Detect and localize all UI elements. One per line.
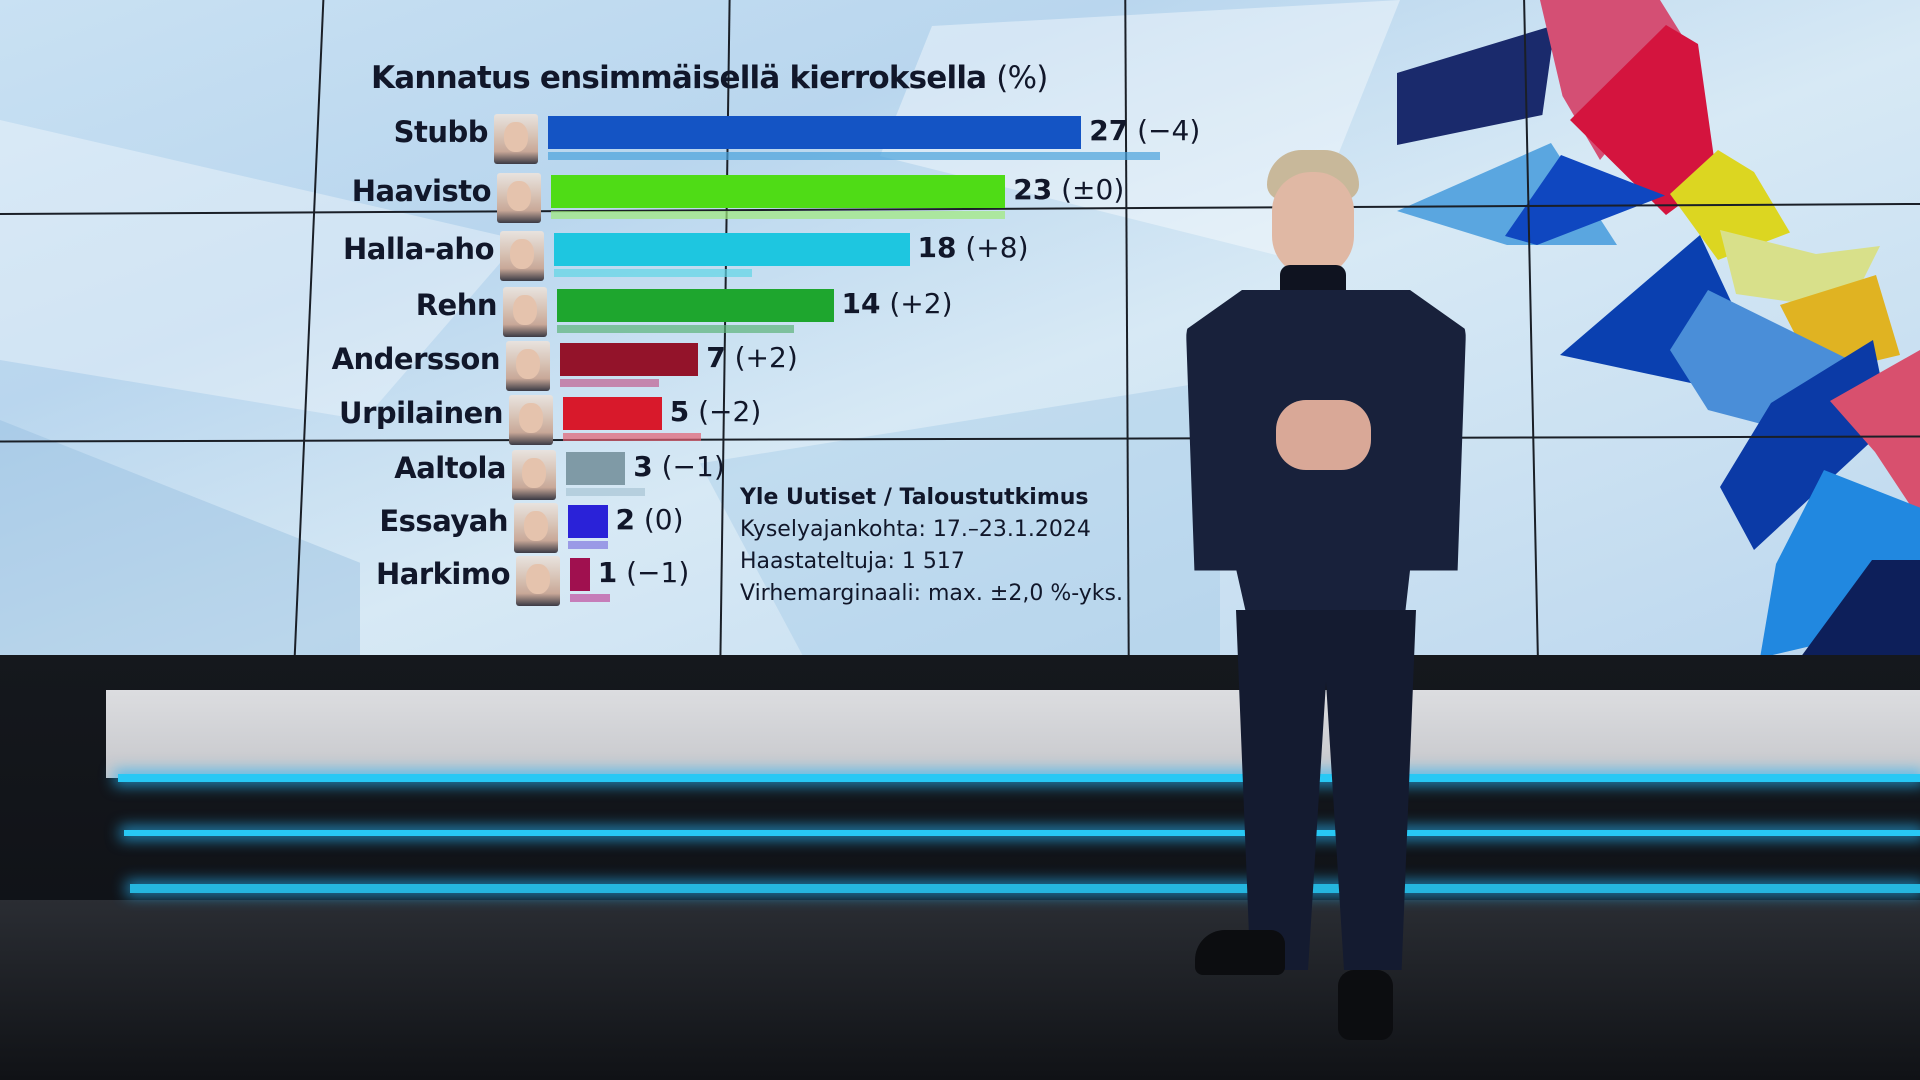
- candidate-portrait: [509, 395, 553, 445]
- candidate-portrait: [516, 556, 560, 606]
- presenter-hands: [1276, 400, 1371, 470]
- support-change: (−1): [617, 556, 690, 589]
- support-value: 3 (−1): [633, 450, 725, 483]
- candidate-name: Urpilainen: [339, 396, 503, 430]
- respondents-count: Haastateltuja: 1 517: [740, 549, 965, 574]
- support-percent: 7: [706, 341, 726, 374]
- candidate-portrait: [494, 114, 538, 164]
- studio-floor: [0, 900, 1920, 1080]
- support-change: (+8): [956, 231, 1029, 264]
- presenter-shoe: [1195, 930, 1285, 975]
- support-value: 14 (+2): [842, 287, 953, 320]
- candidate-name: Rehn: [415, 288, 498, 322]
- candidate-portrait: [497, 173, 541, 223]
- candidate-portrait: [512, 450, 556, 500]
- support-change: (+2): [880, 287, 953, 320]
- support-bar: [560, 343, 699, 376]
- support-percent: 23: [1013, 173, 1053, 206]
- candidate-portrait: [500, 231, 544, 281]
- support-change: (−2): [689, 395, 762, 428]
- previous-support-bar: [551, 211, 1006, 219]
- support-change: (−4): [1128, 114, 1201, 147]
- candidate-name: Harkimo: [375, 557, 511, 591]
- previous-support-bar: [557, 325, 794, 333]
- candidate-name: Halla-aho: [343, 232, 494, 266]
- presenter-shoe: [1338, 970, 1393, 1040]
- support-bar: [551, 175, 1006, 208]
- candidate-portrait: [506, 341, 550, 391]
- previous-support-bar: [560, 379, 659, 387]
- neon-strip: [124, 830, 1920, 836]
- support-value: 7 (+2): [706, 341, 798, 374]
- margin-of-error: Virhemarginaali: max. ±2,0 %-yks.: [740, 581, 1124, 606]
- support-bar: [570, 558, 590, 591]
- support-bar: [563, 397, 662, 430]
- neon-strip: [118, 774, 1920, 782]
- presenter: [1180, 150, 1470, 1050]
- support-percent: 5: [669, 395, 690, 428]
- support-bar: [568, 505, 608, 538]
- presenter-head: [1272, 172, 1354, 277]
- support-change: (+2): [725, 341, 798, 374]
- support-change: (±0): [1052, 173, 1125, 206]
- support-percent: 27: [1089, 114, 1129, 147]
- video-wall: Kannatus ensimmäisellä kierroksella (%) …: [0, 0, 1920, 658]
- support-bar: [554, 233, 910, 266]
- chart-title-unit: (%): [996, 60, 1048, 96]
- studio-riser: [106, 690, 1920, 778]
- support-bar: [566, 452, 626, 485]
- previous-support-bar: [548, 152, 1161, 160]
- bg-facet: [0, 420, 360, 658]
- source-heading: Yle Uutiset / Taloustutkimus: [740, 485, 1089, 510]
- candidate-name: Essayah: [379, 504, 508, 538]
- candidate-name: Andersson: [331, 342, 501, 376]
- candidate-portrait: [514, 503, 558, 553]
- chart-title: Kannatus ensimmäisellä kierroksella (%): [371, 60, 1048, 96]
- previous-support-bar: [568, 541, 608, 549]
- support-value: 23 (±0): [1013, 173, 1124, 206]
- support-value: 18 (+8): [918, 231, 1029, 264]
- decor-navy: [1397, 25, 1555, 145]
- support-value: 1 (−1): [598, 556, 690, 589]
- previous-support-bar: [570, 594, 610, 602]
- support-bar: [548, 116, 1082, 149]
- support-change: (−1): [652, 450, 725, 483]
- previous-support-bar: [563, 433, 702, 441]
- survey-period: Kyselyajankohta: 17.–23.1.2024: [740, 517, 1091, 542]
- source-box: Yle Uutiset / Taloustutkimus Kyselyajank…: [740, 482, 1123, 610]
- support-change: (0): [634, 503, 684, 536]
- chart-title-text: Kannatus ensimmäisellä kierroksella: [371, 60, 987, 96]
- candidate-name: Stubb: [393, 115, 489, 149]
- support-percent: 2: [615, 503, 635, 536]
- support-value: 27 (−4): [1089, 114, 1200, 147]
- previous-support-bar: [554, 269, 752, 277]
- support-value: 2 (0): [616, 503, 684, 536]
- support-percent: 14: [841, 287, 881, 320]
- candidate-name: Haavisto: [351, 174, 492, 208]
- neon-strip: [130, 884, 1920, 893]
- support-percent: 18: [917, 231, 957, 264]
- support-percent: 3: [633, 450, 653, 483]
- presenter-legs: [1236, 610, 1416, 970]
- candidate-portrait: [503, 287, 547, 337]
- previous-support-bar: [566, 488, 645, 496]
- candidate-name: Aaltola: [394, 451, 506, 485]
- support-value: 5 (−2): [670, 395, 762, 428]
- support-percent: 1: [597, 556, 618, 589]
- support-bar: [557, 289, 834, 322]
